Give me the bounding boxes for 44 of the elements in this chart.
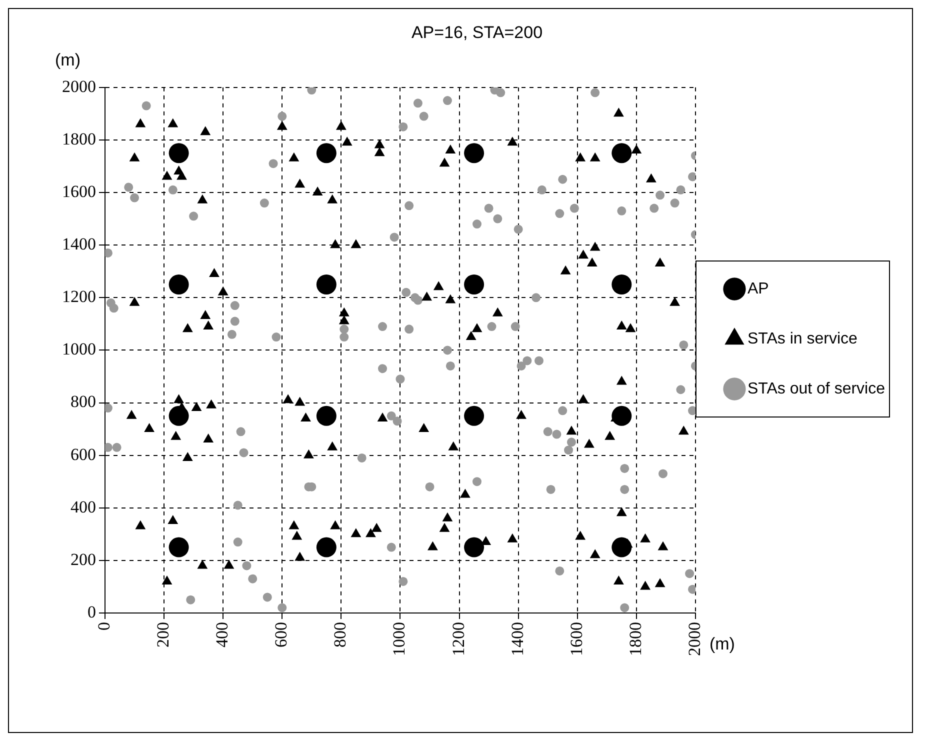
x-tick-label: 200 (154, 622, 173, 648)
y-tick-label: 1800 (62, 129, 96, 148)
y-tick-label: 1600 (62, 182, 96, 201)
legend-label: AP (747, 280, 769, 298)
point (168, 537, 189, 558)
y-tick-label: 400 (70, 497, 96, 516)
x-tick-label: 400 (212, 622, 232, 648)
x-tick-label: 800 (330, 622, 350, 648)
point (168, 143, 189, 164)
y-tick-label: 1400 (62, 234, 96, 254)
x-tick-label: 1000 (390, 622, 409, 656)
y-tick-label: 200 (70, 550, 96, 569)
x-tick-label: 1200 (448, 622, 468, 656)
legend-label: STAs out of service (747, 380, 886, 398)
point (316, 537, 336, 558)
y-tick-label: 0 (88, 602, 96, 622)
point (316, 274, 336, 294)
point (316, 143, 336, 164)
y-tick-label: 800 (70, 392, 96, 412)
point (316, 406, 336, 426)
point (612, 537, 632, 558)
point (612, 406, 632, 426)
x-tick-label: 2000 (684, 622, 704, 656)
point (464, 537, 484, 558)
y-tick-label: 1200 (62, 287, 96, 306)
point (168, 406, 189, 426)
point (612, 274, 632, 294)
chart-title: AP=16, STA=200 (411, 22, 543, 42)
x-axis-title: (m) (709, 634, 735, 654)
legend-label: STAs in service (747, 330, 858, 348)
x-tick-label: 1600 (566, 622, 586, 656)
y-axis-title: (m) (55, 50, 80, 70)
x-tick-label: 1400 (508, 622, 527, 656)
y-tick-label: 2000 (62, 76, 96, 96)
point (612, 143, 632, 164)
x-tick-label: 600 (272, 622, 291, 648)
point (464, 274, 484, 294)
y-tick-label: 600 (70, 444, 96, 464)
point (464, 406, 484, 426)
point (168, 274, 189, 294)
x-tick-label: 0 (94, 622, 114, 630)
point (464, 143, 484, 164)
x-tick-label: 1800 (626, 622, 645, 656)
y-tick-label: 1000 (62, 340, 96, 359)
